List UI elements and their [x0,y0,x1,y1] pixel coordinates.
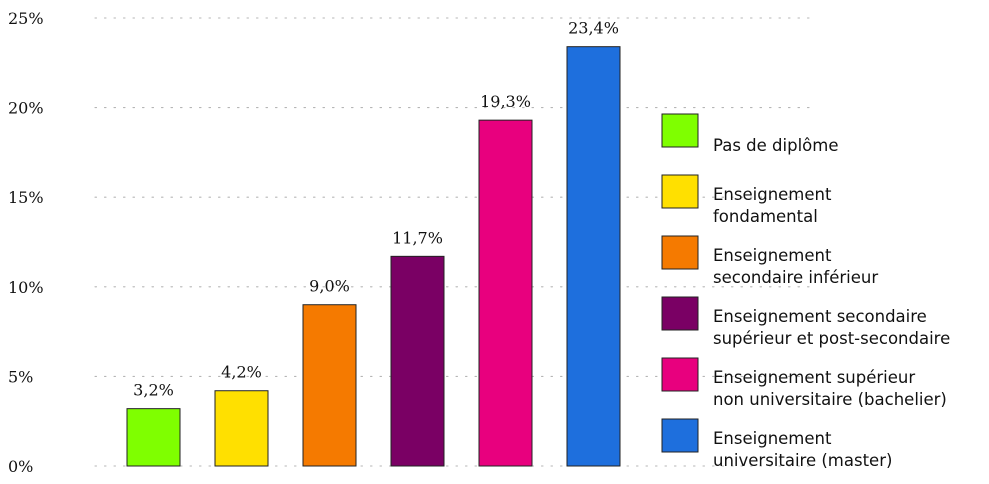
legend: Pas de diplôme Enseignement fondamental Ens… [661,113,950,470]
legend-label: Pas de diplôme [713,136,838,155]
legend-swatch [661,113,699,148]
bar [390,255,445,467]
legend-swatch [661,174,699,209]
bar [302,304,357,467]
data-labels: 3,2% 4,2% 9,0% 11,7% 19,3% 23,4% [133,19,619,400]
legend-label: non universitaire (bachelier) [713,390,947,409]
legend-label: Enseignement [713,185,832,204]
y-tick-label: 10% [8,278,44,297]
legend-label: supérieur et post-secondaire [713,329,950,348]
legend-label: fondamental [713,207,818,226]
data-label: 19,3% [480,92,531,111]
y-axis-ticks: 0% 5% 10% 15% 20% 25% [8,9,44,476]
data-label: 9,0% [309,277,350,296]
data-label: 4,2% [221,363,262,382]
legend-label: Enseignement secondaire [713,307,927,326]
bar [478,119,533,467]
data-label: 23,4% [568,19,619,38]
y-tick-label: 20% [8,99,44,118]
y-tick-label: 0% [8,457,33,476]
y-tick-label: 25% [8,9,44,28]
bar [214,390,269,467]
legend-label: universitaire (master) [713,451,892,470]
legend-label: Enseignement [713,246,832,265]
legend-swatch [661,357,699,392]
bar [126,408,181,467]
bars [126,46,621,467]
data-label: 11,7% [392,228,443,247]
legend-label: Enseignement [713,429,832,448]
legend-swatch [661,418,699,453]
legend-label: Enseignement supérieur [713,368,915,387]
y-tick-label: 5% [8,367,33,386]
y-tick-label: 15% [8,188,44,207]
legend-swatch [661,235,699,270]
bar [566,46,621,467]
gridlines [94,17,816,467]
legend-swatch [661,296,699,331]
data-label: 3,2% [133,381,174,400]
legend-label: secondaire inférieur [713,268,878,287]
